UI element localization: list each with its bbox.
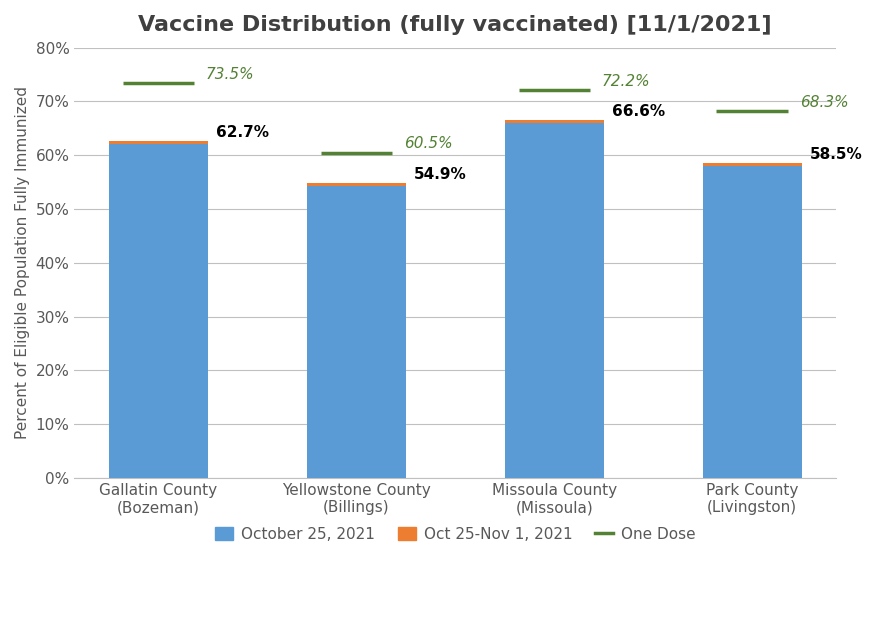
Text: 58.5%: 58.5%	[810, 147, 862, 162]
Text: 54.9%: 54.9%	[414, 166, 466, 181]
Bar	[505, 120, 604, 123]
Bar	[702, 163, 802, 166]
Bar	[109, 144, 208, 478]
Text: 60.5%: 60.5%	[404, 137, 452, 152]
Bar	[307, 186, 406, 478]
Title: Vaccine Distribution (fully vaccinated) [11/1/2021]: Vaccine Distribution (fully vaccinated) …	[138, 15, 772, 35]
Text: 66.6%: 66.6%	[612, 104, 664, 119]
Text: 62.7%: 62.7%	[216, 125, 269, 140]
Text: 68.3%: 68.3%	[800, 94, 848, 109]
Bar	[702, 166, 802, 478]
Text: 72.2%: 72.2%	[602, 73, 650, 89]
Y-axis label: Percent of Eligible Population Fully Immunized: Percent of Eligible Population Fully Imm…	[15, 86, 30, 439]
Bar	[307, 183, 406, 186]
Bar	[109, 141, 208, 144]
Bar	[505, 123, 604, 478]
Legend: October 25, 2021, Oct 25-Nov 1, 2021, One Dose: October 25, 2021, Oct 25-Nov 1, 2021, On…	[209, 520, 702, 548]
Text: 73.5%: 73.5%	[206, 66, 254, 81]
